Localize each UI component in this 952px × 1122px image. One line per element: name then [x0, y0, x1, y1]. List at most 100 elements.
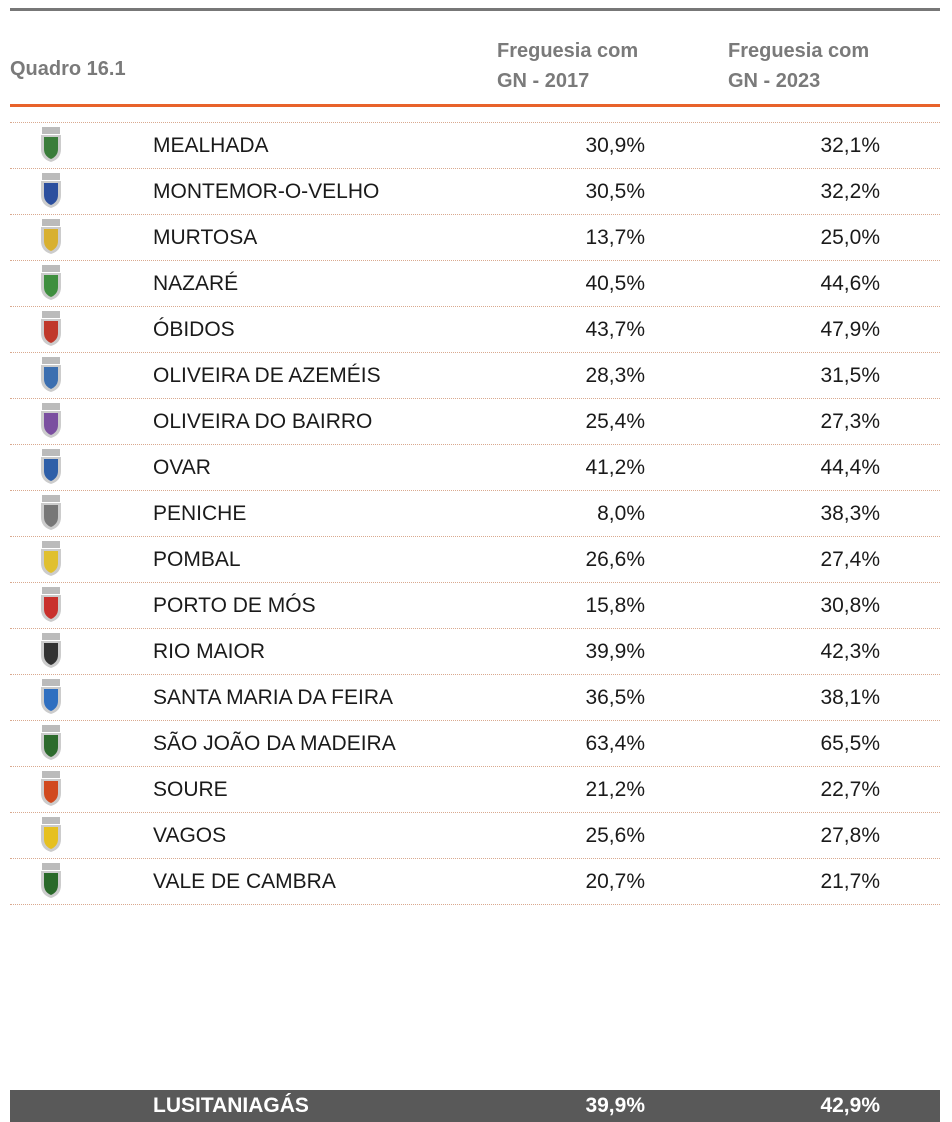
value-2023: 22,7%	[820, 778, 880, 801]
value-2023: 47,9%	[820, 318, 880, 341]
crest-icon	[41, 541, 61, 576]
table-row: RIO MAIOR 39,9% 42,3%	[10, 628, 940, 675]
header-line: Freguesia com	[497, 40, 639, 62]
table-row: PORTO DE MÓS 15,8% 30,8%	[10, 582, 940, 629]
crest-icon	[41, 403, 61, 438]
municipality-name: PENICHE	[153, 502, 247, 525]
total-row: LUSITANIAGÁS 39,9% 42,9%	[10, 1090, 940, 1122]
value-2017: 25,4%	[585, 410, 645, 433]
municipality-name: OLIVEIRA DE AZEMÉIS	[153, 364, 381, 387]
crest-icon	[41, 771, 61, 806]
total-value: 39,9%	[585, 1094, 645, 1117]
value-2017: 28,3%	[585, 364, 645, 387]
value-2023: 38,3%	[820, 502, 880, 525]
column-header: Freguesia com GN - 2017	[497, 36, 638, 96]
value-2017: 43,7%	[585, 318, 645, 341]
value-2017: 30,5%	[585, 180, 645, 203]
value-2017: 15,8%	[585, 594, 645, 617]
table-row: SOURE 21,2% 22,7%	[10, 766, 940, 813]
value-2023: 27,8%	[820, 824, 880, 847]
table-row: OVAR 41,2% 44,4%	[10, 444, 940, 491]
header-line: GN - 2017	[497, 70, 590, 92]
column-header: Freguesia com GN - 2023	[728, 36, 869, 96]
header-line: Freguesia com	[728, 40, 870, 62]
municipality-name: RIO MAIOR	[153, 640, 266, 663]
value-2023: 44,6%	[820, 272, 880, 295]
crest-icon	[41, 173, 61, 208]
municipality-name: POMBAL	[153, 548, 241, 571]
value-2023: 32,2%	[820, 180, 880, 203]
crest-icon	[41, 633, 61, 668]
top-rule	[10, 8, 940, 11]
table-title: Quadro 16.1	[10, 58, 126, 80]
municipality-name: ÓBIDOS	[153, 318, 235, 341]
table-row: SÃO JOÃO DA MADEIRA 63,4% 65,5%	[10, 720, 940, 767]
value-2017: 25,6%	[585, 824, 645, 847]
value-2017: 21,2%	[585, 778, 645, 801]
municipality-name: SÃO JOÃO DA MADEIRA	[153, 732, 396, 755]
crest-icon	[41, 817, 61, 852]
value-2023: 27,3%	[820, 410, 880, 433]
crest-icon	[41, 219, 61, 254]
municipality-name: SANTA MARIA DA FEIRA	[153, 686, 394, 709]
municipality-name: OVAR	[153, 456, 211, 479]
value-2017: 20,7%	[585, 870, 645, 893]
crest-icon	[41, 449, 61, 484]
total-label: LUSITANIAGÁS	[153, 1094, 309, 1117]
value-2023: 30,8%	[820, 594, 880, 617]
table-row: SANTA MARIA DA FEIRA 36,5% 38,1%	[10, 674, 940, 721]
crest-icon	[41, 679, 61, 714]
value-2023: 21,7%	[820, 870, 880, 893]
municipality-name: MONTEMOR-O-VELHO	[153, 180, 380, 203]
crest-icon	[41, 265, 61, 300]
value-2017: 39,9%	[585, 640, 645, 663]
crest-icon	[41, 127, 61, 162]
value-2017: 40,5%	[585, 272, 645, 295]
crest-icon	[41, 725, 61, 760]
value-2023: 42,3%	[820, 640, 880, 663]
table-row: VALE DE CAMBRA 20,7% 21,7%	[10, 858, 940, 905]
row-rule	[10, 904, 940, 905]
header-rule	[10, 104, 940, 107]
municipality-name: OLIVEIRA DO BAIRRO	[153, 410, 373, 433]
value-2023: 44,4%	[820, 456, 880, 479]
crest-icon	[41, 587, 61, 622]
table-row: ÓBIDOS 43,7% 47,9%	[10, 306, 940, 353]
municipality-name: VAGOS	[153, 824, 227, 847]
table-row: POMBAL 26,6% 27,4%	[10, 536, 940, 583]
table-row: MEALHADA 30,9% 32,1%	[10, 122, 940, 169]
value-2017: 30,9%	[585, 134, 645, 157]
value-2023: 27,4%	[820, 548, 880, 571]
table-row: MONTEMOR-O-VELHO 30,5% 32,2%	[10, 168, 940, 215]
value-2017: 8,0%	[597, 502, 645, 525]
value-2017: 41,2%	[585, 456, 645, 479]
table-row: NAZARÉ 40,5% 44,6%	[10, 260, 940, 307]
crest-icon	[41, 357, 61, 392]
municipality-name: SOURE	[153, 778, 228, 801]
value-2023: 38,1%	[820, 686, 880, 709]
crest-icon	[41, 311, 61, 346]
value-2017: 63,4%	[585, 732, 645, 755]
table-row: OLIVEIRA DO BAIRRO 25,4% 27,3%	[10, 398, 940, 445]
value-2023: 31,5%	[820, 364, 880, 387]
value-2023: 25,0%	[820, 226, 880, 249]
municipality-name: MEALHADA	[153, 134, 269, 157]
header-line: GN - 2023	[728, 70, 821, 92]
table-row: PENICHE 8,0% 38,3%	[10, 490, 940, 537]
table-row: OLIVEIRA DE AZEMÉIS 28,3% 31,5%	[10, 352, 940, 399]
municipality-name: VALE DE CAMBRA	[153, 870, 336, 893]
value-2017: 13,7%	[585, 226, 645, 249]
value-2023: 32,1%	[820, 134, 880, 157]
municipality-name: NAZARÉ	[153, 272, 239, 295]
table-row: VAGOS 25,6% 27,8%	[10, 812, 940, 859]
value-2017: 36,5%	[585, 686, 645, 709]
total-value: 42,9%	[820, 1094, 880, 1117]
value-2017: 26,6%	[585, 548, 645, 571]
municipality-name: PORTO DE MÓS	[153, 594, 316, 617]
crest-icon	[41, 495, 61, 530]
crest-icon	[41, 863, 61, 898]
table-row: MURTOSA 13,7% 25,0%	[10, 214, 940, 261]
value-2023: 65,5%	[820, 732, 880, 755]
municipality-name: MURTOSA	[153, 226, 258, 249]
